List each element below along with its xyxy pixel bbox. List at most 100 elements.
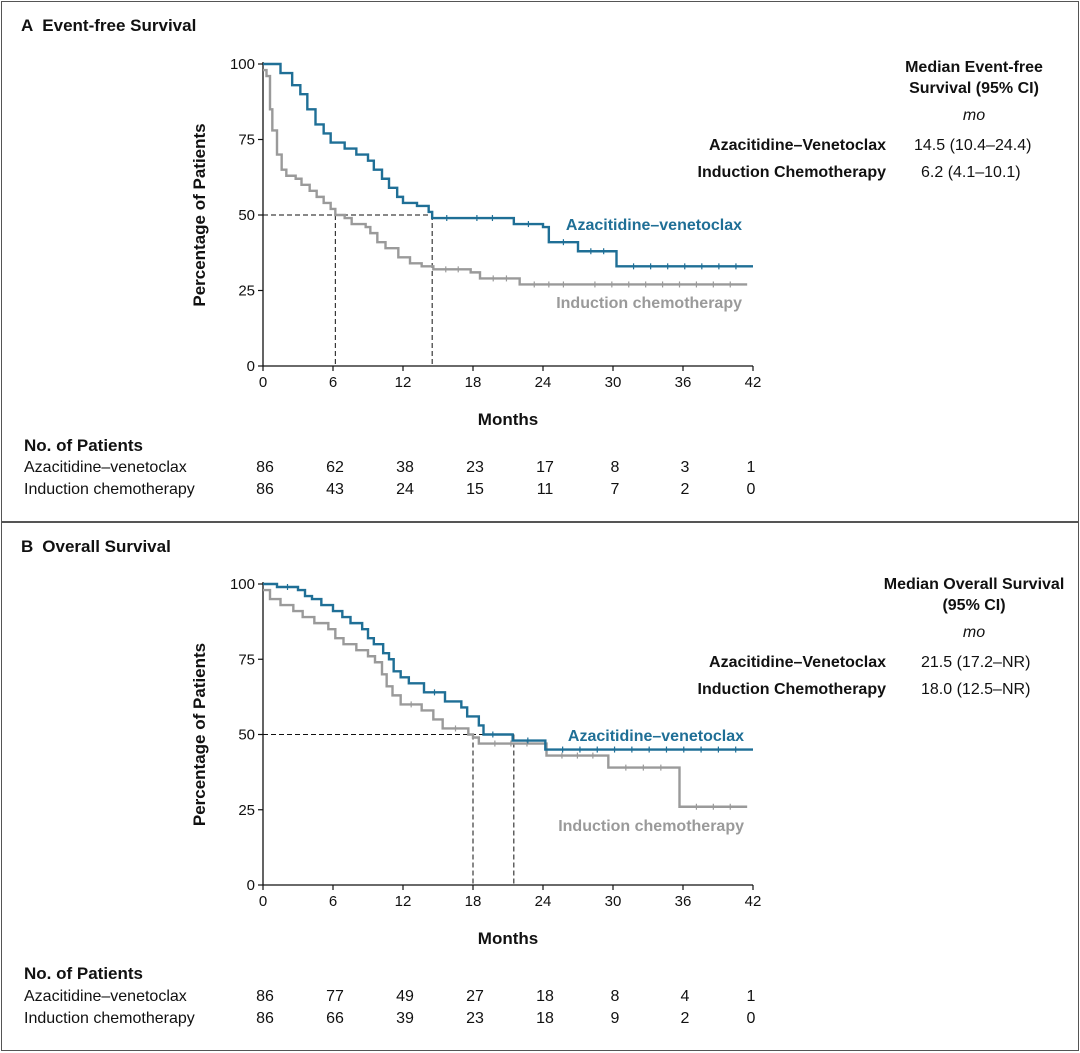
risk-count: 27	[466, 988, 484, 1005]
y-tick-label: 50	[238, 727, 255, 744]
y-tick-label: 25	[238, 283, 255, 300]
panel-title-text: Overall Survival	[42, 537, 171, 556]
risk-count: 43	[326, 481, 344, 498]
risk-count: 49	[396, 988, 414, 1005]
risk-row-induction-chemotherapy: Induction chemotherapy 86 43 24 15 11 7 …	[24, 481, 784, 503]
x-axis-label: Months	[478, 410, 538, 429]
x-tick-label: 6	[329, 374, 337, 391]
risk-count: 18	[536, 988, 554, 1005]
risk-count: 1	[746, 988, 756, 1005]
number-at-risk-header: No. of Patients	[24, 964, 144, 983]
x-tick-label: 30	[605, 893, 622, 910]
risk-row-label: Azacitidine–venetoclax	[24, 459, 187, 476]
x-tick-label: 42	[745, 374, 762, 391]
median-value: 14.5 (10.4–24.4)	[914, 137, 1032, 154]
median-header: Median Overall Survival (95% CI)	[883, 576, 1065, 614]
risk-count: 2	[680, 481, 690, 498]
risk-count: 23	[466, 459, 484, 476]
x-tick-label: 12	[395, 374, 412, 391]
panel-title: B Overall Survival	[21, 537, 171, 557]
y-tick-label: 100	[230, 56, 255, 73]
series-label: Induction chemotherapy	[558, 818, 744, 835]
y-axis-label: Percentage of Patients	[190, 123, 209, 306]
x-tick-label: 36	[675, 374, 692, 391]
series-label: Azacitidine–venetoclax	[566, 217, 742, 234]
median-arm-label: Azacitidine–Venetoclax	[709, 137, 886, 154]
y-tick-label: 75	[238, 651, 255, 668]
risk-count: 4	[680, 988, 690, 1005]
risk-count: 15	[466, 481, 484, 498]
risk-count: 23	[466, 1010, 484, 1027]
y-tick-label: 100	[230, 576, 255, 593]
number-at-risk-header: No. of Patients	[24, 436, 144, 455]
risk-count: 1	[746, 459, 756, 476]
risk-row-azacitidine-venetoclax: Azacitidine–venetoclax 86 62 38 23 17 8 …	[24, 459, 784, 481]
y-axis-label: Percentage of Patients	[190, 643, 209, 826]
x-tick-label: 0	[259, 374, 267, 391]
y-tick-label: 25	[238, 802, 255, 819]
x-tick-label: 0	[259, 893, 267, 910]
survival-chart: 0 25 50 75 100 0 6 12 18 24 30 36 42 Months Percentage…	[190, 56, 762, 429]
risk-count: 62	[326, 459, 344, 476]
risk-count: 66	[326, 1010, 344, 1027]
panel-title-text: Event-free Survival	[42, 16, 197, 35]
median-unit: mo	[962, 624, 986, 641]
median-arm-label: Induction Chemotherapy	[697, 681, 886, 698]
risk-count: 39	[396, 1010, 414, 1027]
x-tick-label: 36	[675, 893, 692, 910]
risk-count: 0	[746, 1010, 756, 1027]
panel-overall-survival: B Overall Survival 0 25 50 75 100 0 6 12 18 24 30 36…	[1, 522, 1079, 1051]
survival-chart: 0 25 50 75 100 0 6 12 18 24 30 36 42 Months Percentage…	[190, 576, 762, 948]
risk-count: 86	[256, 988, 274, 1005]
median-row: Azacitidine–Venetoclax 14.5 (10.4–24.4)	[642, 137, 1074, 159]
x-tick-label: 6	[329, 893, 337, 910]
panel-letter: B	[21, 537, 34, 556]
risk-row-label: Induction chemotherapy	[24, 1010, 195, 1027]
x-tick-label: 42	[745, 893, 762, 910]
risk-row-induction-chemotherapy: Induction chemotherapy 86 66 39 23 18 9 …	[24, 1010, 784, 1032]
risk-count: 18	[536, 1010, 554, 1027]
x-axis-label: Months	[478, 929, 538, 948]
x-tick-label: 12	[395, 893, 412, 910]
risk-count: 0	[746, 481, 756, 498]
risk-count: 7	[610, 481, 620, 498]
median-arm-label: Induction Chemotherapy	[697, 164, 886, 181]
risk-count: 2	[680, 1010, 690, 1027]
risk-count: 24	[396, 481, 414, 498]
median-arm-label: Azacitidine–Venetoclax	[709, 654, 886, 671]
y-tick-label: 75	[238, 132, 255, 149]
risk-row-label: Induction chemotherapy	[24, 481, 195, 498]
risk-count: 8	[610, 988, 620, 1005]
risk-count: 8	[610, 459, 620, 476]
risk-count: 86	[256, 1010, 274, 1027]
x-tick-label: 24	[535, 374, 552, 391]
panel-event-free-survival: A Event-free Survival 0 25 50 75 100 0 6 12 18 24 3…	[1, 1, 1079, 522]
median-value: 18.0 (12.5–NR)	[921, 681, 1031, 698]
risk-row-label: Azacitidine–venetoclax	[24, 988, 187, 1005]
median-row: Induction Chemotherapy 6.2 (4.1–10.1)	[642, 164, 1074, 186]
y-tick-label: 50	[238, 207, 255, 224]
series-label: Induction chemotherapy	[556, 295, 742, 312]
risk-row-azacitidine-venetoclax: Azacitidine–venetoclax 86 77 49 27 18 8 …	[24, 988, 784, 1010]
panel-title: A Event-free Survival	[21, 16, 196, 36]
median-row: Induction Chemotherapy 18.0 (12.5–NR)	[642, 681, 1074, 703]
x-tick-label: 18	[465, 374, 482, 391]
y-tick-label: 0	[247, 358, 255, 375]
risk-count: 86	[256, 459, 274, 476]
risk-count: 86	[256, 481, 274, 498]
median-value: 21.5 (17.2–NR)	[921, 654, 1031, 671]
risk-count: 17	[536, 459, 554, 476]
x-tick-label: 30	[605, 374, 622, 391]
series-label: Azacitidine–venetoclax	[568, 728, 744, 745]
y-tick-label: 0	[247, 877, 255, 894]
survival-curve-azacitidine-venetoclax	[263, 62, 753, 268]
panel-letter: A	[21, 16, 34, 35]
median-row: Azacitidine–Venetoclax 21.5 (17.2–NR)	[642, 654, 1074, 676]
risk-count: 3	[680, 459, 690, 476]
risk-count: 11	[536, 481, 554, 498]
median-value: 6.2 (4.1–10.1)	[921, 164, 1021, 181]
x-tick-label: 18	[465, 893, 482, 910]
median-header: Median Event-free Survival (95% CI)	[905, 59, 1043, 97]
survival-curve-induction-chemotherapy	[263, 68, 748, 286]
median-unit: mo	[962, 107, 986, 124]
